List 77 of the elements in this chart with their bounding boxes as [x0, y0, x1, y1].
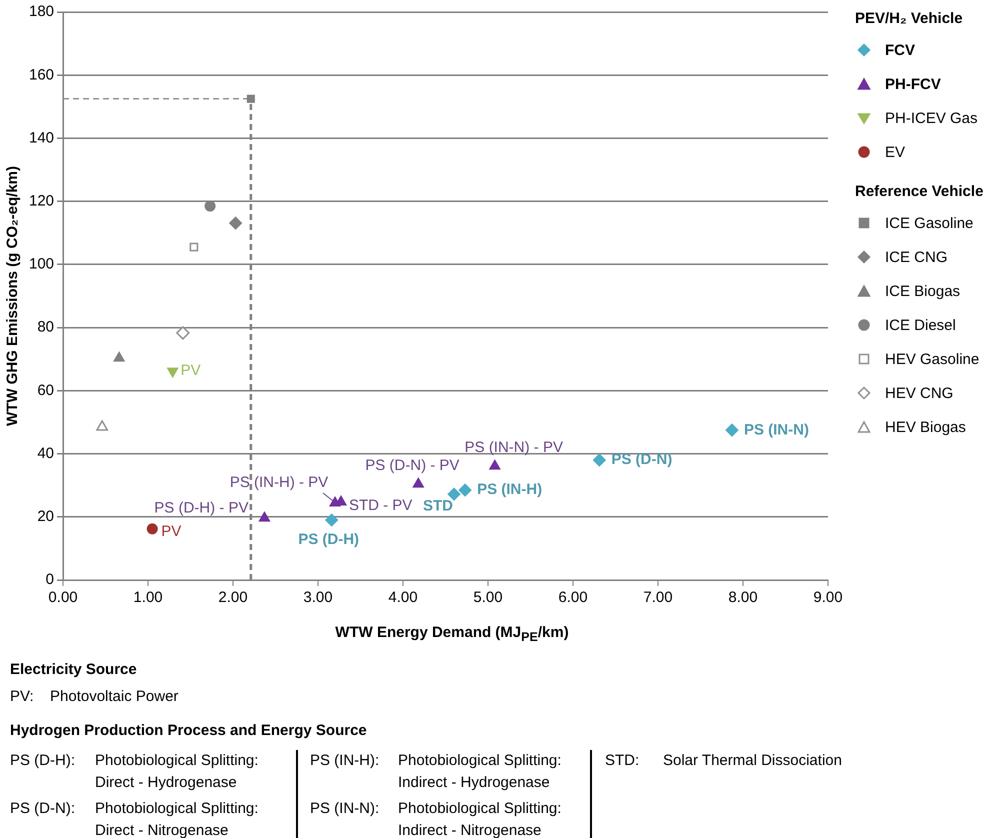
annotation: PS (D-H): [298, 531, 360, 548]
text: PS (IN-H):: [310, 751, 380, 771]
legend-title: PEV/H₂ Vehicle: [855, 10, 964, 27]
legend-label: PH-FCV: [884, 74, 942, 94]
annotation: PS (D-N): [611, 451, 672, 468]
point: [325, 514, 338, 527]
legend-label: HEV CNG: [884, 384, 954, 404]
x-tick-label: 7.00: [643, 589, 673, 606]
text: PS (D-H):: [10, 751, 75, 771]
point: [725, 424, 738, 437]
y-tick-label: 60: [37, 382, 54, 399]
legend-label: ICE Biogas: [884, 282, 962, 302]
y-tick-label: 40: [37, 444, 54, 462]
text: Hydrogen Production Process and Energy Source: [10, 721, 367, 741]
text: Photobiological Splitting: Direct - Nitrogenase: [95, 799, 260, 838]
text: PS (IN-N):: [310, 799, 380, 819]
text: PS (D-N):: [10, 799, 75, 819]
text: Reference Vehicle: [855, 183, 984, 200]
y-tick-label: 100: [28, 256, 54, 273]
x-tick-label: 0.00: [48, 589, 78, 606]
point: [458, 484, 472, 497]
point: [592, 454, 606, 467]
x-tick-label: 5.00: [473, 589, 503, 606]
point: [96, 420, 108, 431]
text: Photobiological Splitting: Direct - Hydrogenase: [95, 751, 260, 793]
annotation: PV: [180, 362, 201, 380]
y-tick-label: 0: [46, 571, 54, 588]
annotation: PS (IN-N): [744, 421, 809, 438]
text: STD:: [605, 751, 640, 771]
point: [113, 352, 125, 362]
point: [176, 326, 190, 340]
annotation: PS (D-H) - PV: [154, 499, 248, 516]
legend-label: ICE Gasoline: [884, 214, 974, 234]
point: [146, 523, 158, 534]
point: [204, 200, 216, 212]
annotation: PV: [161, 523, 182, 540]
x-tick-label: 8.00: [728, 589, 758, 606]
x-tick-label: 2.00: [218, 589, 248, 606]
legend-label: ICE CNG: [884, 248, 949, 268]
x-tick-label: 4.00: [388, 589, 418, 606]
text: Photobiological Splitting: Indirect - Hydrogenase: [398, 751, 562, 793]
legend-label: FCV: [884, 40, 916, 60]
legend-label: HEV Gasoline: [884, 350, 980, 370]
y-tick-label: 140: [28, 129, 54, 146]
y-tick-label: 20: [37, 508, 54, 526]
x-axis-title: WTW Energy Demand (MJ$_{PE}$/km): [334, 624, 570, 644]
point: [412, 478, 424, 488]
y-tick-label: 120: [28, 192, 54, 210]
text: Solar Thermal Dissociation: [663, 751, 842, 771]
annotation: PS (IN-N) - PV: [464, 439, 563, 456]
annotation: PS (D-N) - PV: [365, 457, 460, 474]
annotation: PS (IN-H): [477, 481, 542, 498]
point: [258, 512, 270, 522]
text: Photovoltaic Power: [50, 687, 178, 707]
y-tick-label: 80: [37, 318, 54, 336]
legend-label: HEV Biogas: [884, 418, 967, 438]
point: [448, 488, 461, 501]
point: [246, 94, 255, 103]
text: PV:: [10, 687, 34, 707]
text: Photobiological Splitting: Indirect - Nitrogenase: [398, 799, 562, 838]
point: [489, 460, 501, 470]
annotation: STD: [423, 497, 454, 514]
y-axis-title: WTW GHG Emissions (g CO₂-eq/km): [4, 166, 22, 426]
y-tick-label: 160: [28, 66, 54, 84]
point: [229, 216, 242, 230]
text: Electricity Source: [10, 660, 137, 680]
x-tick-label: 3.00: [303, 589, 333, 606]
point: [190, 242, 198, 252]
legend-label: EV: [884, 142, 906, 162]
legend-label: ICE Diesel: [884, 316, 957, 336]
y-tick-label: 180: [28, 3, 54, 20]
annotation: PS (IN-H) - PV: [230, 474, 328, 492]
x-tick-label: 6.00: [558, 589, 588, 606]
x-tick-label: 9.00: [813, 589, 843, 606]
annotation: STD - PV: [348, 497, 412, 514]
legend-label: PH-ICEV Gas: [884, 108, 979, 128]
x-tick-label: 1.00: [133, 589, 163, 606]
